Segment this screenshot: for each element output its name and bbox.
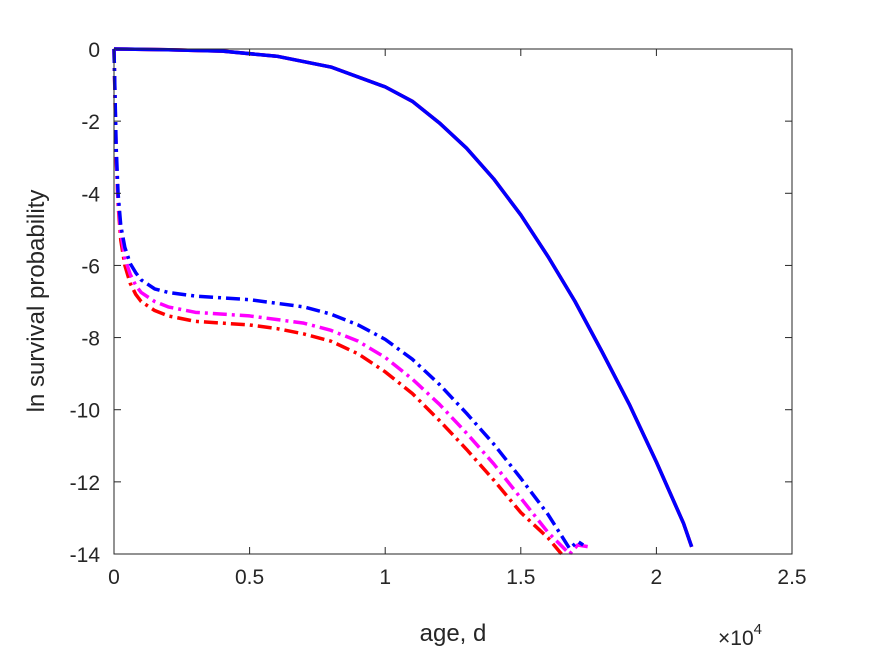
x-tick-label: 1.5 [506, 566, 535, 589]
y-tick-label: -2 [81, 111, 100, 134]
plot-area [114, 49, 792, 554]
y-tick-label: -8 [81, 328, 100, 351]
y-tick-label: 0 [88, 39, 100, 62]
series-layer [112, 47, 694, 556]
y-tick-label: -14 [70, 544, 101, 567]
x-tick-label: 2.5 [777, 566, 806, 589]
x-multiplier-base: ×10 [718, 627, 754, 650]
axes-box [113, 48, 793, 555]
x-tick-label: 0.5 [235, 566, 264, 589]
tick-layer: 0 0.5 1 1.5 2 2.5 0 -2 -4 -6 -8 -10 -12 -14 [70, 39, 807, 589]
x-tick-label: 0 [108, 566, 120, 589]
y-axis-label: ln survival probability [23, 190, 50, 413]
x-multiplier-exponent: 4 [754, 621, 762, 638]
x-tick-label: 2 [651, 566, 663, 589]
x-axis-label: age, d [420, 620, 487, 647]
y-tick-label: -12 [70, 472, 100, 495]
y-tick-label: -10 [70, 400, 100, 423]
dashdot-series-line-3 [112, 48, 563, 556]
y-tick-label: -6 [81, 255, 100, 278]
dashdot-series-line-4 [112, 48, 589, 556]
x-tick-label: 1 [379, 566, 391, 589]
x-multiplier-label: ×104 [718, 621, 762, 650]
solid-series-line-2 [113, 47, 694, 548]
y-tick-label: -4 [81, 183, 100, 206]
